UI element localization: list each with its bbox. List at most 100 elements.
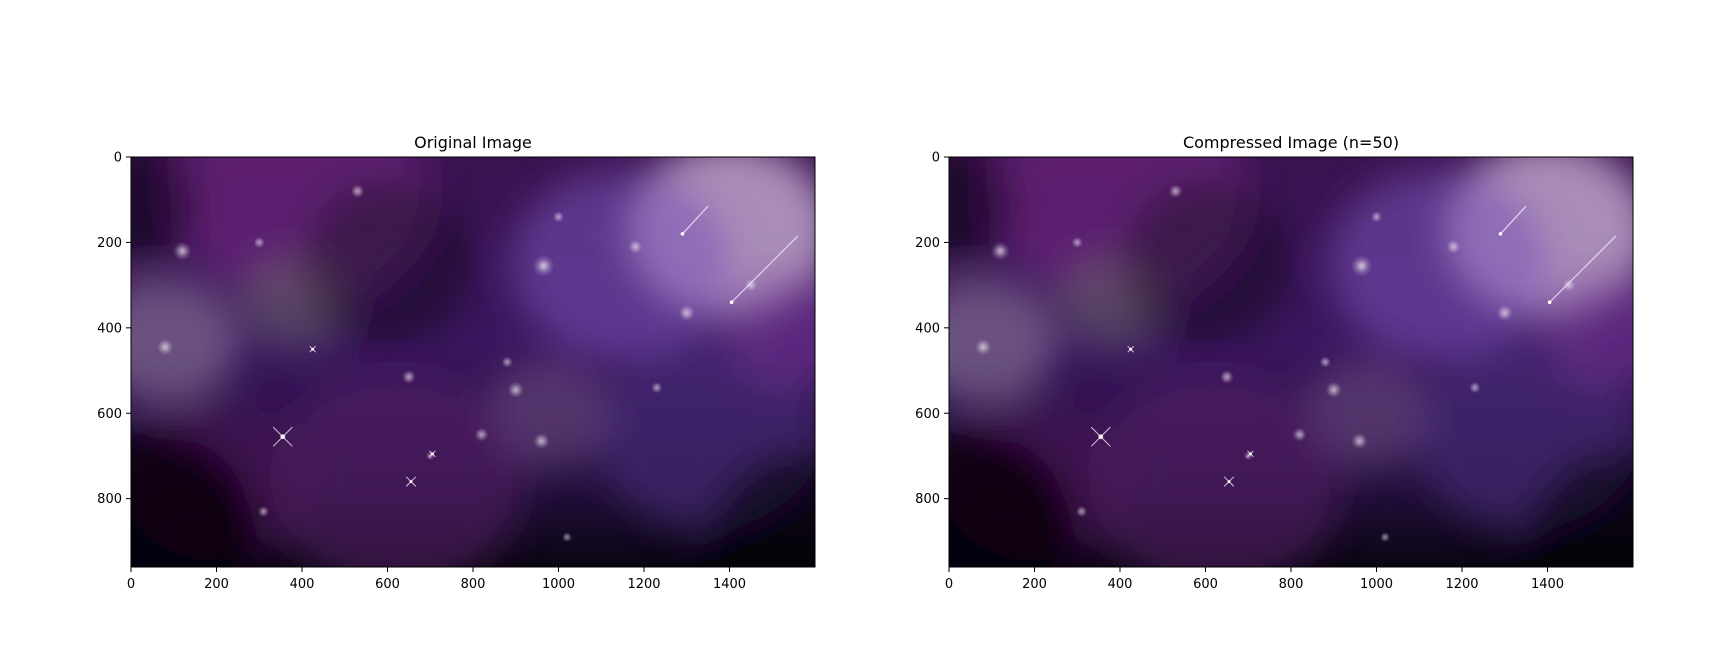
dark-region [131,157,200,269]
x-tick-label: 400 [290,577,315,592]
dark-region [1521,447,1633,567]
image-area-compressed [949,157,1633,567]
x-tick-label: 200 [1022,577,1047,592]
x-tick-label: 600 [375,577,400,592]
star [1297,432,1302,437]
dark-region [131,430,260,567]
x-tick-label: 1200 [627,577,660,592]
y-tick-label: 800 [915,492,940,507]
star-core [430,452,434,456]
nebula-glow [1543,269,1633,386]
x-tick-label: 1200 [1445,577,1478,592]
light-streak [731,235,799,303]
x-tick-label: 1400 [1531,577,1564,592]
x-tick-label: 800 [1279,577,1304,592]
star [1075,240,1079,245]
dark-region [302,178,473,350]
x-tick-label: 800 [461,577,486,592]
x-tick-label: 1000 [1360,577,1393,592]
nebula-glow [511,169,734,359]
star [684,310,690,316]
nebula-glow [725,269,815,386]
star [538,438,544,444]
streak-head [680,232,685,236]
star [655,385,659,390]
star-core [311,347,315,351]
x-tick-label: 200 [204,577,229,592]
nebula-glow [949,278,1056,403]
dark-region [1120,178,1291,350]
x-ticks-compressed: 0 200 400 600 800 1000 1200 1400 [945,567,1564,592]
x-tick-label: 1400 [713,577,746,592]
x-tick-label: 0 [127,577,135,592]
star [355,189,360,194]
image-area-original [131,157,815,567]
star [406,374,412,380]
y-tick-label: 600 [97,407,122,422]
star [556,215,561,219]
y-tick-label: 600 [915,407,940,422]
star [479,432,484,437]
star-core [280,434,286,440]
y-ticks-compressed: 0 200 400 600 800 [915,151,949,507]
light-streak [1499,205,1527,235]
x-tick-label: 1000 [542,577,575,592]
star [1502,310,1508,316]
star [1451,244,1456,249]
panel-compressed: Compressed Image (n=50) 0 200 400 600 800 100… [915,133,1634,592]
star [565,535,569,539]
nebula-glow [1329,169,1552,359]
star [980,344,986,350]
y-tick-label: 400 [915,321,940,336]
panel-title-original: Original Image [414,133,532,152]
star [179,247,186,254]
dark-region [703,447,815,567]
y-ticks-original: 0 200 400 600 800 [97,151,131,507]
dark-region [949,430,1078,567]
star [1374,215,1379,219]
star-core [1129,347,1133,351]
y-tick-label: 0 [114,151,122,166]
star [1383,535,1387,539]
star [540,262,547,270]
star [1224,374,1230,380]
star-core [409,480,413,484]
star [1079,509,1084,514]
y-tick-label: 200 [915,236,940,251]
star [257,240,261,245]
streak-head [1547,300,1552,305]
star [1331,387,1337,393]
star-layer [974,184,1617,542]
y-tick-label: 200 [97,236,122,251]
x-tick-label: 400 [1108,577,1133,592]
star [1356,438,1362,444]
star [513,387,519,393]
star [1473,385,1477,390]
star-layer [156,184,799,542]
panel-original: Original Image 0 200 400 600 800 1000 1200 1400… [97,133,816,592]
y-tick-label: 0 [932,151,940,166]
light-streak [1549,235,1617,303]
star-core [1227,480,1231,484]
streak-head [1498,232,1503,236]
star [1358,262,1365,270]
light-streak [681,205,709,235]
y-tick-label: 400 [97,321,122,336]
x-tick-label: 600 [1193,577,1218,592]
panel-title-compressed: Compressed Image (n=50) [1183,133,1399,152]
x-ticks-original: 0 200 400 600 800 1000 1200 1400 [127,567,746,592]
star [261,509,266,514]
star-core [1248,452,1252,456]
star-core [1098,434,1104,440]
star [633,244,638,249]
nebula-glow [267,372,525,567]
streak-head [729,300,734,305]
nebula-glow [1085,372,1343,567]
star [1323,360,1327,364]
dark-region [949,157,1018,269]
nebula-glow [131,278,238,403]
y-tick-label: 800 [97,492,122,507]
star [1173,189,1178,194]
star [505,360,509,364]
